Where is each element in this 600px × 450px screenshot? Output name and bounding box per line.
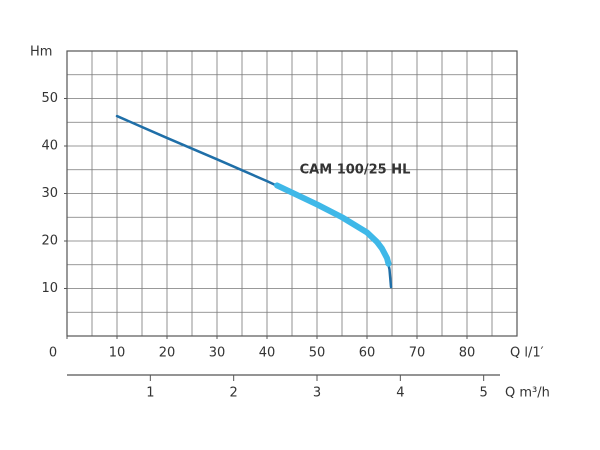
series-label: CAM 100/25 HL [300,163,411,178]
x-tick-label: 30 [209,346,226,361]
y-tick-label: 10 [41,281,58,296]
x-tick-label: 60 [359,346,376,361]
x2-tick-label: 4 [396,386,404,401]
x-tick-label: 70 [409,346,426,361]
x-tick-label: 0 [49,346,57,361]
y-tick-label: 20 [41,234,58,249]
y-axis-label: Hm [30,45,52,60]
y-tick-label: 50 [41,91,58,106]
y-tick-label: 40 [41,139,58,154]
x2-tick-label: 5 [480,386,488,401]
x-tick-label: 10 [109,346,126,361]
x2-tick-label: 3 [313,386,321,401]
x-tick-label: 40 [259,346,276,361]
x-tick-label: 20 [159,346,176,361]
y-tick-label: 30 [41,186,58,201]
x2-tick-label: 1 [146,386,154,401]
series-line [115,114,393,289]
x2-tick-label: 2 [230,386,238,401]
x-tick-label: 50 [309,346,326,361]
x2-axis-label: Q m³/h [505,386,550,401]
series-line [274,182,392,267]
x-tick-label: 80 [459,346,476,361]
x-axis-label: Q l/1′ [510,346,544,361]
